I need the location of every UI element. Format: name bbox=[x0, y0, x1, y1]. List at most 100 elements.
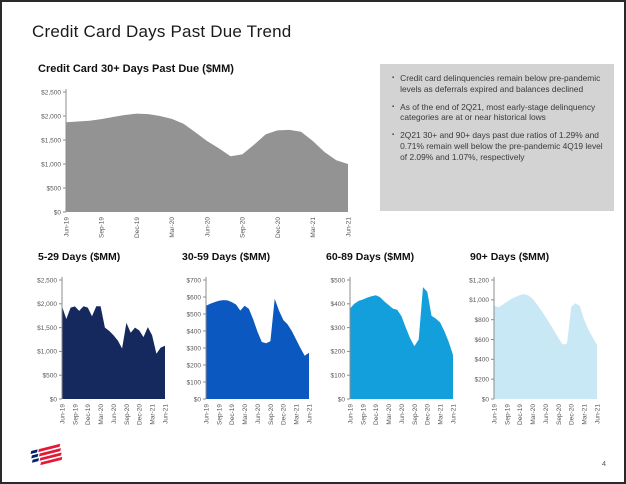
svg-text:$500: $500 bbox=[43, 373, 58, 380]
bullet-item: ▪ As of the end of 2Q21, most early-stag… bbox=[388, 102, 604, 124]
svg-text:Jun-21: Jun-21 bbox=[345, 217, 352, 237]
svg-text:Sep-20: Sep-20 bbox=[124, 404, 131, 425]
svg-text:$100: $100 bbox=[187, 379, 202, 386]
svg-text:Mar-21: Mar-21 bbox=[310, 217, 317, 238]
svg-text:$400: $400 bbox=[187, 328, 202, 335]
svg-text:Sep-20: Sep-20 bbox=[556, 404, 563, 425]
svg-text:$1,500: $1,500 bbox=[37, 325, 57, 332]
svg-text:$500: $500 bbox=[187, 311, 202, 318]
svg-text:$200: $200 bbox=[187, 362, 202, 369]
svg-text:Jun-20: Jun-20 bbox=[255, 404, 262, 424]
svg-text:Sep-20: Sep-20 bbox=[412, 404, 419, 425]
commentary-box: ▪ Credit card delinquencies remain below… bbox=[380, 64, 614, 211]
svg-text:Mar-21: Mar-21 bbox=[438, 404, 445, 425]
svg-text:Dec-20: Dec-20 bbox=[425, 404, 432, 425]
svg-text:Dec-19: Dec-19 bbox=[85, 404, 92, 425]
svg-text:$1,500: $1,500 bbox=[41, 137, 61, 144]
page-number: 4 bbox=[601, 459, 606, 468]
svg-text:$0: $0 bbox=[194, 396, 202, 403]
svg-text:Sep-20: Sep-20 bbox=[240, 217, 247, 238]
svg-text:$400: $400 bbox=[475, 357, 490, 364]
svg-text:$1,000: $1,000 bbox=[37, 349, 57, 356]
svg-text:$800: $800 bbox=[475, 317, 490, 324]
svg-text:$0: $0 bbox=[338, 396, 346, 403]
svg-text:$500: $500 bbox=[331, 277, 346, 284]
svg-text:Dec-20: Dec-20 bbox=[569, 404, 576, 425]
svg-text:Sep-19: Sep-19 bbox=[216, 404, 223, 425]
svg-text:Jun-19: Jun-19 bbox=[491, 404, 498, 424]
svg-text:Dec-19: Dec-19 bbox=[134, 217, 141, 238]
main-chart-title: Credit Card 30+ Days Past Due ($MM) bbox=[38, 63, 234, 75]
svg-text:Jun-21: Jun-21 bbox=[162, 404, 169, 424]
svg-text:Jun-21: Jun-21 bbox=[594, 404, 601, 424]
svg-text:Dec-20: Dec-20 bbox=[281, 404, 288, 425]
area-chart-90plus-days: $0 $200 $400 $600 $800 $1,000 $1,200 Jun-19 Sep-… bbox=[469, 277, 601, 425]
svg-text:$100: $100 bbox=[331, 373, 346, 380]
svg-text:Jun-19: Jun-19 bbox=[63, 217, 70, 237]
svg-text:$1,200: $1,200 bbox=[469, 277, 489, 284]
svg-text:$300: $300 bbox=[331, 325, 346, 332]
svg-text:Mar-21: Mar-21 bbox=[582, 404, 589, 425]
svg-text:Sep-19: Sep-19 bbox=[360, 404, 367, 425]
bullet-text: As of the end of 2Q21, most early-stage … bbox=[400, 101, 596, 123]
svg-text:Dec-19: Dec-19 bbox=[517, 404, 524, 425]
svg-text:Jun-20: Jun-20 bbox=[399, 404, 406, 424]
svg-text:$500: $500 bbox=[47, 185, 62, 192]
svg-text:$2,000: $2,000 bbox=[37, 301, 57, 308]
area-chart-30plus-days: $0 $500 $1,000 $1,500 $2,000 $2,500 Jun-19 Sep-… bbox=[41, 89, 352, 238]
svg-text:$1,000: $1,000 bbox=[469, 297, 489, 304]
svg-text:$700: $700 bbox=[187, 277, 202, 284]
bullet-text: Credit card delinquencies remain below p… bbox=[400, 73, 601, 94]
svg-text:Jun-19: Jun-19 bbox=[203, 404, 210, 424]
svg-text:Mar-20: Mar-20 bbox=[530, 404, 537, 425]
svg-text:$300: $300 bbox=[187, 345, 202, 352]
svg-text:Mar-21: Mar-21 bbox=[294, 404, 301, 425]
svg-text:Mar-20: Mar-20 bbox=[169, 217, 176, 238]
svg-text:$2,000: $2,000 bbox=[41, 113, 61, 120]
svg-text:$600: $600 bbox=[187, 294, 202, 301]
area-chart-60-89-days: $0 $100 $200 $300 $400 $500 Jun-19 Sep-19 Dec-19… bbox=[331, 277, 457, 425]
svg-text:$0: $0 bbox=[482, 396, 490, 403]
bank-logo-flag-icon bbox=[30, 443, 63, 466]
bullet-icon: ▪ bbox=[392, 75, 395, 81]
svg-text:Sep-20: Sep-20 bbox=[268, 404, 275, 425]
svg-text:$2,500: $2,500 bbox=[37, 277, 57, 284]
svg-text:Dec-20: Dec-20 bbox=[137, 404, 144, 425]
bullet-text: 2Q21 30+ and 90+ days past due ratios of… bbox=[400, 130, 603, 162]
svg-text:$0: $0 bbox=[54, 209, 62, 216]
svg-text:Dec-19: Dec-19 bbox=[373, 404, 380, 425]
svg-text:$200: $200 bbox=[475, 376, 490, 383]
svg-text:Sep-19: Sep-19 bbox=[99, 217, 106, 238]
area-chart-5-29-days: $0 $500 $1,000 $1,500 $2,000 $2,500 Jun-19 Sep-… bbox=[37, 277, 169, 425]
svg-text:Jun-19: Jun-19 bbox=[59, 404, 66, 424]
svg-text:Mar-21: Mar-21 bbox=[150, 404, 157, 425]
svg-text:Mar-20: Mar-20 bbox=[242, 404, 249, 425]
chart-title-60-89-days: 60-89 Days ($MM) bbox=[326, 251, 415, 263]
svg-text:Mar-20: Mar-20 bbox=[98, 404, 105, 425]
svg-text:Jun-20: Jun-20 bbox=[204, 217, 211, 237]
svg-text:Jun-19: Jun-19 bbox=[347, 404, 354, 424]
chart-title-5-29-days: 5-29 Days ($MM) bbox=[38, 251, 121, 263]
svg-text:$200: $200 bbox=[331, 349, 346, 356]
svg-text:$600: $600 bbox=[475, 337, 490, 344]
svg-text:Jun-21: Jun-21 bbox=[306, 404, 313, 424]
svg-text:$0: $0 bbox=[50, 396, 58, 403]
chart-title-90plus-days: 90+ Days ($MM) bbox=[470, 251, 550, 263]
bullet-item: ▪ 2Q21 30+ and 90+ days past due ratios … bbox=[388, 130, 604, 162]
svg-text:Jun-20: Jun-20 bbox=[111, 404, 118, 424]
chart-title-30-59-days: 30-59 Days ($MM) bbox=[182, 251, 271, 263]
bullet-item: ▪ Credit card delinquencies remain below… bbox=[388, 73, 604, 95]
svg-text:$1,000: $1,000 bbox=[41, 161, 61, 168]
svg-text:Jun-21: Jun-21 bbox=[450, 404, 457, 424]
area-chart-30-59-days: $0 $100 $200 $300 $400 $500 $600 $700 Jun-19 Sep-… bbox=[187, 277, 313, 425]
svg-text:Dec-20: Dec-20 bbox=[275, 217, 282, 238]
svg-text:Sep-19: Sep-19 bbox=[504, 404, 511, 425]
svg-text:Dec-19: Dec-19 bbox=[229, 404, 236, 425]
svg-text:Mar-20: Mar-20 bbox=[386, 404, 393, 425]
svg-text:$400: $400 bbox=[331, 301, 346, 308]
svg-text:$2,500: $2,500 bbox=[41, 89, 61, 96]
page-title: Credit Card Days Past Due Trend bbox=[32, 22, 292, 41]
svg-text:Sep-19: Sep-19 bbox=[72, 404, 79, 425]
bullet-icon: ▪ bbox=[392, 132, 395, 138]
